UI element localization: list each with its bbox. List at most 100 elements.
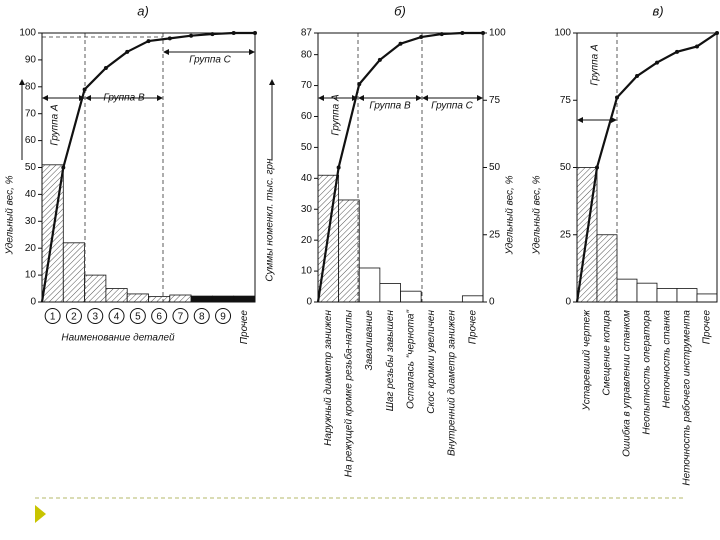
y-tick-label: 75 xyxy=(560,95,572,106)
y2-axis-label: Удельный вес, % xyxy=(505,175,516,255)
cumulative-origin xyxy=(316,167,340,303)
y-tick-label: 70 xyxy=(25,108,37,119)
cumulative-point xyxy=(146,39,151,44)
group-label: Группа С xyxy=(189,55,232,66)
x-axis-label: Наименование деталей xyxy=(61,333,175,344)
x-tick-label: 6 xyxy=(156,312,162,323)
y-axis-label: Удельный вес, % xyxy=(5,175,16,255)
bar xyxy=(400,290,422,303)
y-tick-label: 50 xyxy=(560,162,572,173)
y-tick-label: 20 xyxy=(25,243,37,254)
bar xyxy=(169,294,192,303)
category-badge xyxy=(193,308,210,324)
x-tick-label: Устаревший чертеж xyxy=(582,309,593,412)
x-tick-label: Осталась "чернота" xyxy=(405,310,416,409)
category-badge xyxy=(151,308,168,324)
bar xyxy=(233,295,256,303)
bar xyxy=(461,295,484,303)
category-badge xyxy=(65,308,82,324)
x-tick-label: Скос кромки увеличен xyxy=(426,310,437,414)
group-label: Группа В xyxy=(103,93,145,104)
group-label: Группа А xyxy=(331,94,342,136)
y-tick-label: 20 xyxy=(301,235,313,246)
bar xyxy=(211,295,235,303)
cumulative-point xyxy=(357,82,362,87)
bar xyxy=(696,293,718,303)
cumulative-point xyxy=(695,44,699,49)
cumulative-point xyxy=(210,32,215,37)
y-tick-label: 87 xyxy=(301,28,313,39)
category-badge xyxy=(87,308,104,324)
x-tick-label: Наружный диаметр занижен xyxy=(323,310,334,446)
group-label: Группа А xyxy=(50,104,61,146)
y2-tick-label: 100 xyxy=(489,28,506,39)
x-tick-label: Смещение копира xyxy=(602,310,613,396)
y2-axis-label: Суммы номенкл. тыс. грн xyxy=(265,158,276,282)
y-tick-label: 90 xyxy=(25,55,37,66)
y2-tick-label: 50 xyxy=(489,162,501,173)
cumulative-point xyxy=(398,41,403,46)
bar xyxy=(379,283,401,303)
cumulative-point xyxy=(481,31,485,35)
bar xyxy=(338,199,360,303)
cumulative-line xyxy=(337,31,483,168)
y-tick-label: 50 xyxy=(25,162,37,173)
y-tick-label: 60 xyxy=(301,111,313,122)
x-tick-label: 7 xyxy=(178,312,184,323)
bar xyxy=(84,274,107,303)
y-tick-label: 70 xyxy=(301,80,313,91)
bar xyxy=(358,267,381,303)
y-tick-label: 100 xyxy=(19,28,36,39)
bar xyxy=(656,288,678,303)
cumulative-point xyxy=(253,31,257,35)
y-tick-label: 30 xyxy=(25,216,37,227)
y-tick-label: 10 xyxy=(25,270,37,281)
cumulative-origin xyxy=(40,167,65,303)
bar xyxy=(126,293,149,303)
cumulative-point xyxy=(377,57,382,62)
cumulative-point xyxy=(635,74,639,79)
x-tick-label: Неточность станка xyxy=(662,310,673,409)
x-tick-label: Неопытность оператора xyxy=(642,310,653,435)
cumulative-point xyxy=(615,95,619,100)
cumulative-point xyxy=(189,33,194,38)
x-tick-label: 1 xyxy=(50,312,56,323)
x-tick-label: Прочее xyxy=(467,310,478,345)
x-tick-label: 9 xyxy=(220,312,226,323)
chart-title: а) xyxy=(137,3,149,18)
y-tick-label: 40 xyxy=(25,189,37,200)
y-tick-label: 80 xyxy=(301,49,313,60)
cumulative-point xyxy=(439,32,444,37)
cumulative-point xyxy=(419,35,424,40)
bar xyxy=(596,234,618,303)
x-tick-label: 3 xyxy=(92,312,98,323)
cumulative-point xyxy=(167,36,172,41)
x-tick-label: 2 xyxy=(71,312,77,323)
y-tick-label: 0 xyxy=(306,297,312,308)
category-badge xyxy=(215,308,232,324)
cumulative-point xyxy=(715,31,719,35)
bar xyxy=(62,242,85,303)
y2-tick-label: 75 xyxy=(489,95,501,106)
cumulative-point xyxy=(595,165,599,170)
chart-title: в) xyxy=(652,3,663,18)
cumulative-point xyxy=(82,87,87,92)
cumulative-point xyxy=(655,60,659,65)
x-tick-label: 4 xyxy=(114,312,120,323)
cumulative-line xyxy=(62,31,255,168)
cumulative-line xyxy=(595,32,718,168)
y-axis-label: Удельный вес, % xyxy=(532,175,543,255)
group-label: Группа А xyxy=(590,44,601,86)
category-badge xyxy=(44,308,61,324)
y-tick-label: 30 xyxy=(301,204,313,215)
bar xyxy=(105,288,128,303)
x-tick-label: Прочее xyxy=(702,310,713,345)
bar xyxy=(148,296,171,303)
y-tick-label: 0 xyxy=(30,297,36,308)
y-tick-label: 80 xyxy=(25,81,37,92)
bar xyxy=(616,278,638,303)
y-tick-label: 40 xyxy=(301,173,313,184)
x-tick-label: Внутренний диаметр занижен xyxy=(447,310,458,457)
x-tick-label: Неточность рабочего инструмента xyxy=(681,310,693,486)
y-tick-label: 50 xyxy=(301,142,313,153)
